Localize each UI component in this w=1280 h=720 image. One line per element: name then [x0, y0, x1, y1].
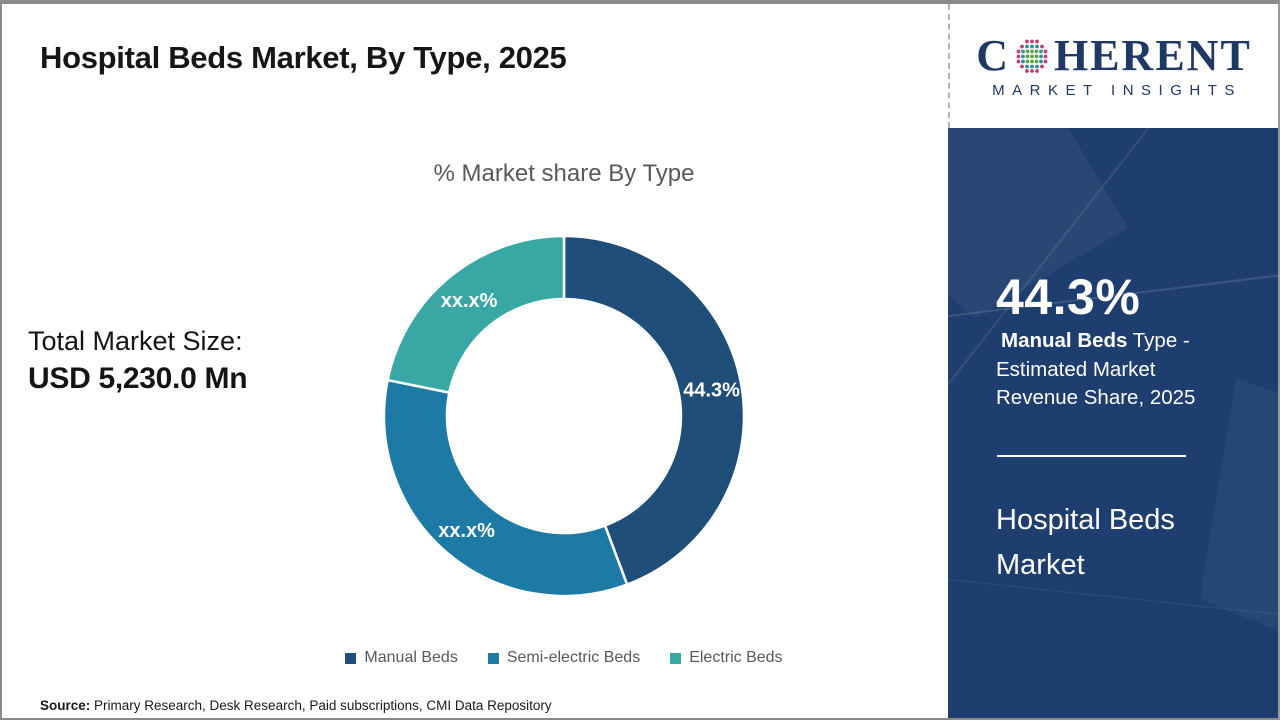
legend-item: Electric Beds [670, 649, 783, 667]
legend-label: Semi-electric Beds [506, 649, 641, 666]
stat-description-line1: Manual Beds Type - [996, 327, 1236, 356]
legend-label: Manual Beds [364, 649, 458, 666]
stat-description-line3: Revenue Share, 2025 [996, 386, 1196, 409]
divider-line [997, 455, 1186, 457]
stat-line1-rest: Type - [1127, 329, 1190, 352]
stat-description-line2: Estimated Market [996, 357, 1156, 381]
donut-segment-manual-beds [562, 234, 746, 586]
source-note: Source: Primary Research, Desk Research,… [40, 698, 552, 713]
legend-item: Manual Beds [345, 649, 458, 667]
market-name: Hospital Beds Market [996, 498, 1175, 588]
stat-description: Manual Beds Type - Estimated Market Reve… [996, 327, 1236, 413]
total-market-block: Total Market Size: USD 5,230.0 Mn [28, 326, 248, 396]
chart-title: % Market share By Type [433, 160, 695, 187]
total-market-label: Total Market Size: [28, 326, 243, 356]
logo-wordmark: C [976, 30, 1252, 80]
legend-swatch [670, 652, 682, 664]
brand-logo: C [948, 4, 1278, 128]
legend-item: Semi-electric Beds [487, 649, 641, 667]
legend-label: Electric Beds [689, 649, 783, 666]
legend-swatch [345, 652, 357, 664]
legend-swatch [487, 652, 499, 664]
total-market-value: USD 5,230.0 Mn [28, 362, 248, 395]
logo-letter-c: C [976, 30, 1010, 80]
market-name-line2: Market [996, 549, 1085, 581]
slice-label: xx.x% [438, 520, 495, 542]
globe-dots-icon [1016, 39, 1048, 73]
logo-letters-rest: HERENT [1053, 30, 1252, 80]
map-decoration [1200, 378, 1278, 638]
slice-label: 44.3% [683, 379, 740, 401]
source-text: Primary Research, Desk Research, Paid su… [90, 698, 552, 713]
page-title: Hospital Beds Market, By Type, 2025 [40, 40, 567, 75]
donut-chart: 44.3% xx.x% xx.x% [380, 232, 748, 600]
stat-value: 44.3% [996, 269, 1141, 325]
sidebar-panel: 44.3% Manual Beds Type - Estimated Marke… [948, 128, 1278, 718]
slice-label: xx.x% [441, 290, 498, 312]
market-name-line1: Hospital Beds [996, 504, 1175, 536]
logo-subtitle: MARKET INSIGHTS [992, 81, 1242, 99]
donut-segment-electric-beds [386, 234, 566, 394]
stat-bold-segment: Manual Beds [1001, 329, 1128, 352]
sidebar: C [948, 4, 1278, 718]
chart-legend: Manual Beds Semi-electric Beds Electric Be… [190, 649, 938, 667]
donut-segment-semi-electric-beds [382, 378, 629, 598]
source-label: Source: [40, 698, 91, 713]
